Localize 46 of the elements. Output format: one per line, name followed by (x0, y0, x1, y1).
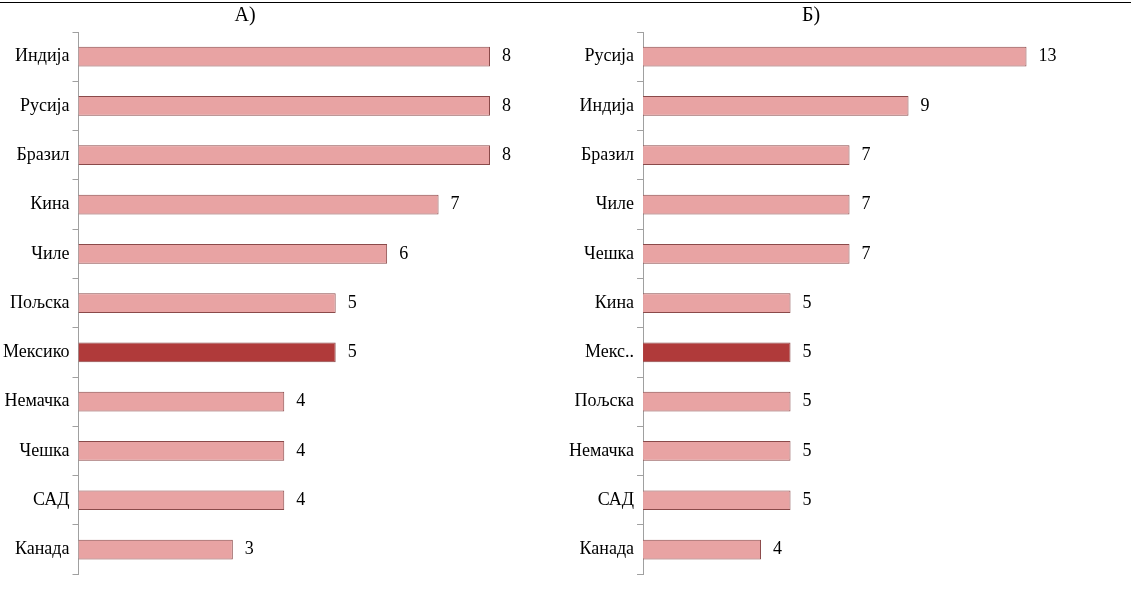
y-tick-label: Чешка (584, 242, 635, 263)
data-label: 4 (296, 390, 306, 411)
data-label: 8 (502, 94, 511, 115)
chart-title: А) (234, 3, 256, 27)
y-tick-label: САД (33, 489, 70, 509)
data-label: 7 (450, 193, 460, 214)
y-tick-label: Немачка (4, 390, 70, 411)
data-label: 7 (861, 193, 871, 214)
y-tick-label: Чешка (19, 439, 70, 460)
y-tick-label: САД (597, 489, 635, 509)
y-tick-label: Чиле (31, 242, 70, 263)
data-label: 8 (502, 143, 511, 164)
data-label: 7 (861, 242, 871, 263)
y-tick-label: Канада (579, 538, 635, 559)
y-tick-label: Русија (584, 45, 635, 66)
y-tick-label: Индија (579, 94, 635, 115)
data-label: 5 (802, 489, 812, 509)
y-tick-label: Мексико (2, 341, 70, 362)
data-label: 5 (802, 291, 812, 312)
y-tick-label: Бразил (16, 143, 70, 164)
data-label: 13 (1038, 45, 1057, 66)
data-label: 7 (861, 143, 871, 164)
y-tick-label: Чиле (595, 193, 635, 214)
y-tick-label: Бразил (580, 143, 635, 164)
y-tick-label: Русија (19, 94, 70, 115)
data-label: 5 (802, 390, 812, 411)
y-tick-label: Пољска (9, 291, 70, 312)
chart-title: Б) (801, 3, 821, 27)
data-label: 3 (244, 538, 254, 559)
data-label: 5 (802, 341, 812, 362)
data-label: 6 (399, 242, 409, 263)
y-tick-label: Мекс.. (584, 341, 635, 362)
data-label: 9 (920, 94, 930, 115)
y-tick-label: Пољска (574, 390, 635, 411)
data-label: 4 (296, 489, 306, 509)
y-tick-label: Индија (15, 45, 70, 66)
data-label: 5 (802, 439, 812, 460)
y-tick-label: Немачка (568, 439, 635, 460)
y-tick-label: Кина (594, 291, 635, 312)
data-label: 5 (347, 291, 357, 312)
data-label: 8 (502, 45, 511, 66)
y-tick-label: Канада (14, 538, 70, 559)
y-tick-label: Кина (30, 193, 70, 214)
data-label: 4 (296, 439, 306, 460)
data-label: 5 (347, 341, 357, 362)
data-label: 4 (773, 538, 783, 559)
